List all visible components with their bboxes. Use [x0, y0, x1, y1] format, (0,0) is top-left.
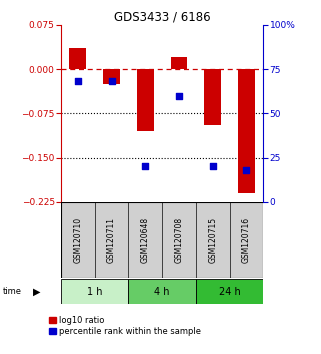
Text: time: time [3, 287, 22, 296]
Bar [170, 57, 187, 69]
Bar [61, 202, 95, 278]
Bar [230, 202, 263, 278]
Text: GSM120710: GSM120710 [73, 217, 82, 263]
Text: 1 h: 1 h [87, 287, 102, 297]
Bar [204, 69, 221, 125]
Text: GSM120715: GSM120715 [208, 217, 217, 263]
Bar [128, 279, 196, 304]
Bar [95, 202, 128, 278]
Bar [162, 202, 196, 278]
Bar [238, 69, 255, 193]
Point [210, 164, 215, 169]
Text: 4 h: 4 h [154, 287, 170, 297]
Point [176, 93, 181, 98]
Point [75, 79, 80, 84]
Text: GSM120648: GSM120648 [141, 217, 150, 263]
Bar [103, 69, 120, 84]
Bar [196, 279, 263, 304]
Text: GSM120708: GSM120708 [174, 217, 184, 263]
Point [143, 164, 148, 169]
Bar [61, 279, 128, 304]
Text: 24 h: 24 h [219, 287, 240, 297]
Text: GSM120716: GSM120716 [242, 217, 251, 263]
Bar [196, 202, 230, 278]
Bar [128, 202, 162, 278]
Bar [137, 69, 154, 131]
Legend: log10 ratio, percentile rank within the sample: log10 ratio, percentile rank within the … [49, 316, 201, 336]
Bar [69, 48, 86, 69]
Text: ▶: ▶ [33, 287, 41, 297]
Point [244, 167, 249, 173]
Title: GDS3433 / 6186: GDS3433 / 6186 [114, 11, 211, 24]
Text: GSM120711: GSM120711 [107, 217, 116, 263]
Point [109, 79, 114, 84]
